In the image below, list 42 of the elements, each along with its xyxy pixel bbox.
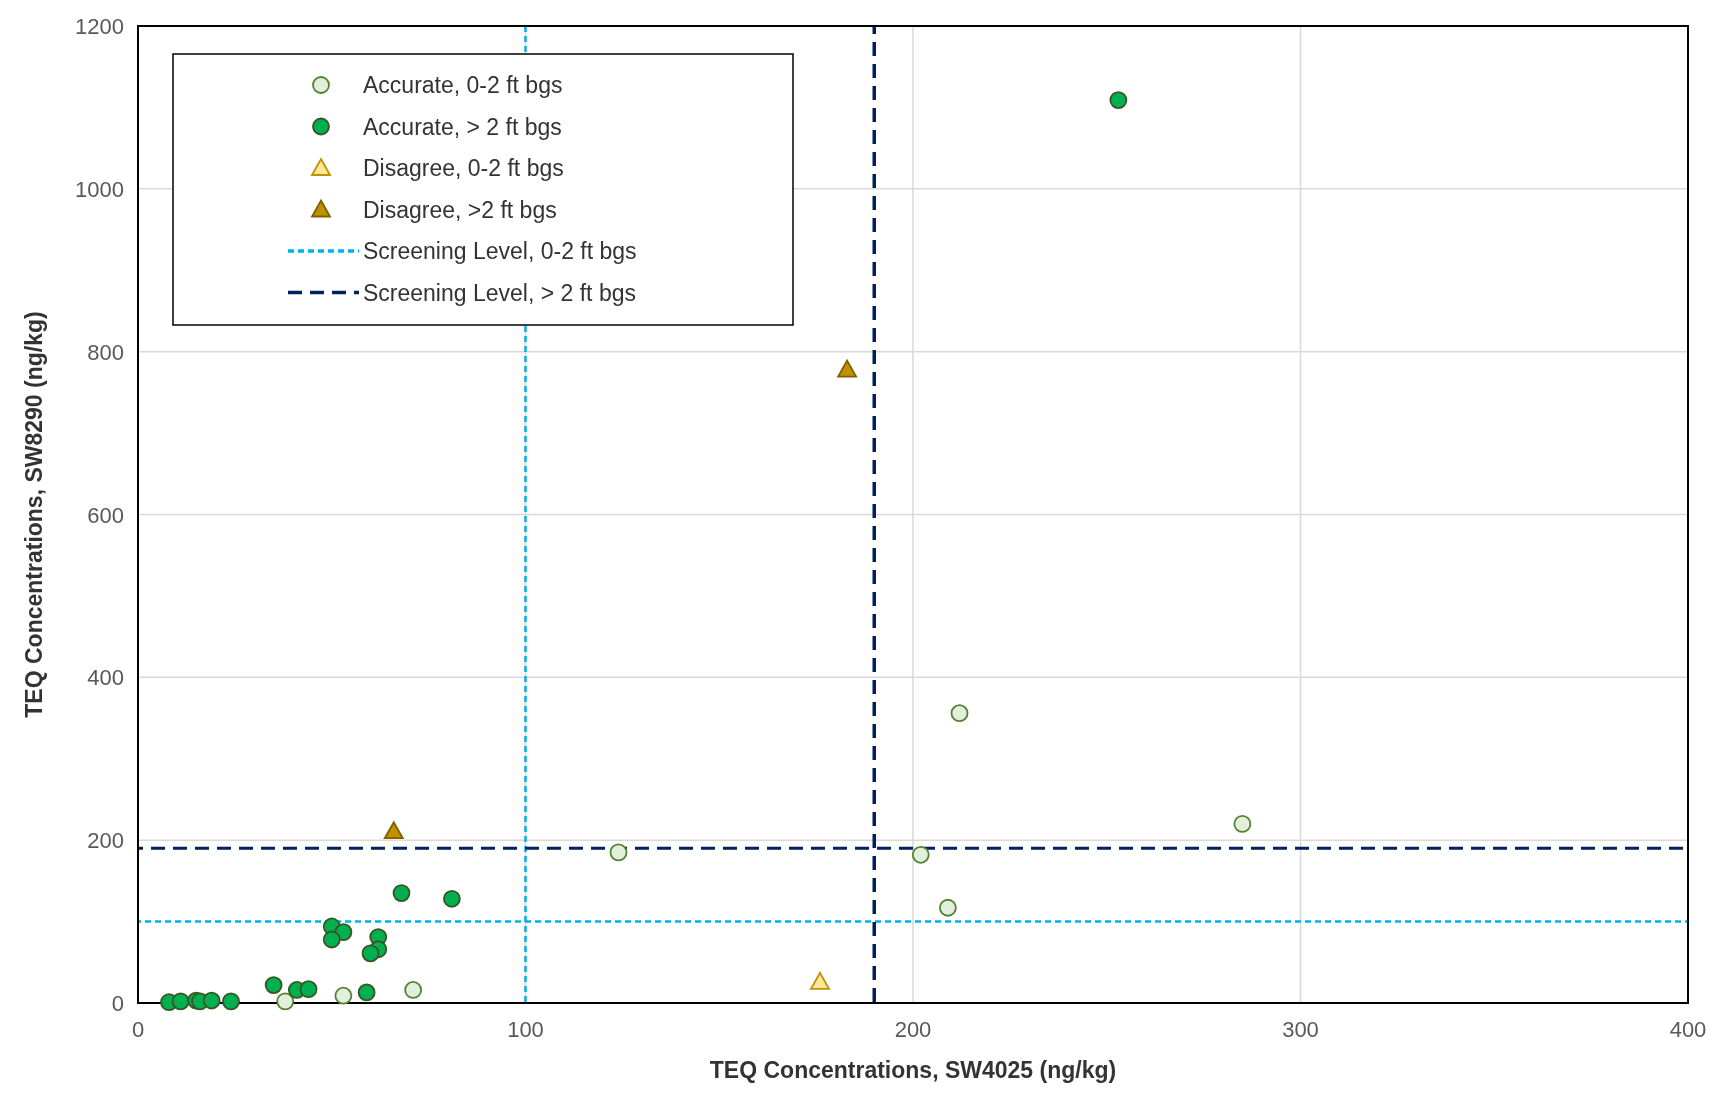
point (322, 930, 341, 949)
y-tick-label: 600 (87, 502, 124, 528)
point (299, 980, 318, 999)
point (392, 884, 411, 902)
y-tick-label: 200 (87, 828, 124, 854)
point (950, 704, 969, 723)
legend-label: Disagree, >2 ft bgs (363, 196, 557, 223)
x-tick-label: 300 (1282, 1017, 1319, 1042)
legend-label: Disagree, 0-2 ft bgs (363, 155, 564, 181)
point (837, 359, 858, 378)
x-tick-label: 100 (507, 1017, 544, 1042)
y-tick-label: 1200 (75, 14, 124, 39)
x-axis-title: TEQ Concentrations, SW4025 (ng/kg) (709, 1057, 1117, 1083)
point (357, 983, 376, 1002)
legend-label: Screening Level, > 2 ft bgs (363, 279, 636, 306)
legend-label: Accurate, > 2 ft bgs (363, 113, 562, 140)
point (1109, 91, 1128, 109)
point (334, 986, 353, 1005)
x-tick-label: 200 (894, 1017, 932, 1042)
point (202, 991, 221, 1010)
y-tick-label: 0 (111, 991, 124, 1016)
point (1233, 814, 1252, 833)
point (276, 992, 295, 1011)
point (938, 898, 957, 917)
x-tick-label: 400 (1669, 1017, 1707, 1042)
point (609, 843, 628, 862)
y-tick-label: 800 (87, 339, 124, 365)
point (442, 889, 461, 908)
point (404, 981, 423, 999)
point (222, 992, 240, 1011)
point (264, 976, 283, 994)
point (383, 821, 404, 840)
legend-label: Accurate, 0-2 ft bgs (363, 72, 563, 98)
x-tick-label: 0 (131, 1017, 145, 1042)
point (361, 944, 380, 963)
point (171, 992, 190, 1011)
point (911, 845, 930, 864)
y-axis-title: TEQ Concentrations, SW8290 (ng/kg) (21, 311, 47, 718)
y-tick-label: 400 (87, 665, 124, 691)
point (810, 971, 830, 990)
legend-label: Screening Level, 0-2 ft bgs (363, 238, 637, 264)
y-tick-label: 1000 (75, 176, 124, 202)
